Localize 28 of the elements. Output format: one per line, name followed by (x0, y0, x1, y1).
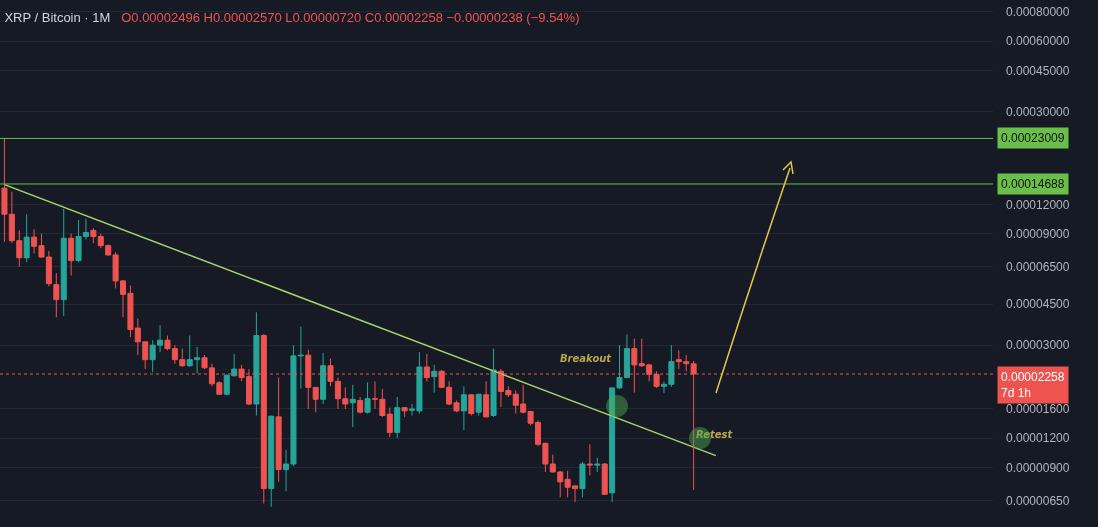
candlestick (253, 311, 260, 417)
candlestick (594, 457, 601, 473)
y-tick-label: 0.00000900 (1006, 460, 1070, 475)
candlestick (364, 381, 371, 414)
y-tick-label: 0.00006500 (1006, 259, 1070, 274)
ref-line-label: 0.00002258 7d 1h (1001, 370, 1065, 400)
y-tick-label: 0.00060000 (1006, 34, 1070, 49)
y-tick-label: 0.00004500 (1006, 297, 1070, 312)
text: XRP / Bitcoin · 1M (4, 10, 111, 26)
candlestick (275, 377, 282, 483)
candlestick (401, 406, 408, 418)
ref-line-label: 0.00023009 (1001, 131, 1065, 145)
ref-line-label: 0.00014688 (1001, 177, 1065, 191)
annotation: Retest (696, 429, 734, 440)
candlestick (586, 443, 593, 477)
y-tick-label: 0.00045000 (1006, 63, 1070, 78)
y-tick-label: 0.00009000 (1006, 226, 1070, 241)
candlestick (490, 348, 497, 418)
y-tick-label: 0.00003000 (1006, 338, 1070, 353)
candlestick (579, 461, 586, 498)
y-tick-label: 0.00030000 (1006, 104, 1070, 119)
y-tick-label: 0.00012000 (1006, 197, 1070, 212)
y-tick-label: 0.00001200 (1006, 431, 1070, 446)
y-tick-label: 0.00001600 (1006, 402, 1070, 417)
y-tick-label: 0.00000650 (1006, 493, 1070, 508)
text: O0.00002496 H0.00002570 L0.00000720 C0.00002258 −0.00000238 (−9.54%) (121, 10, 580, 26)
y-tick-label: 0.00080000 (1006, 5, 1070, 20)
annotation: Breakout (560, 353, 613, 364)
